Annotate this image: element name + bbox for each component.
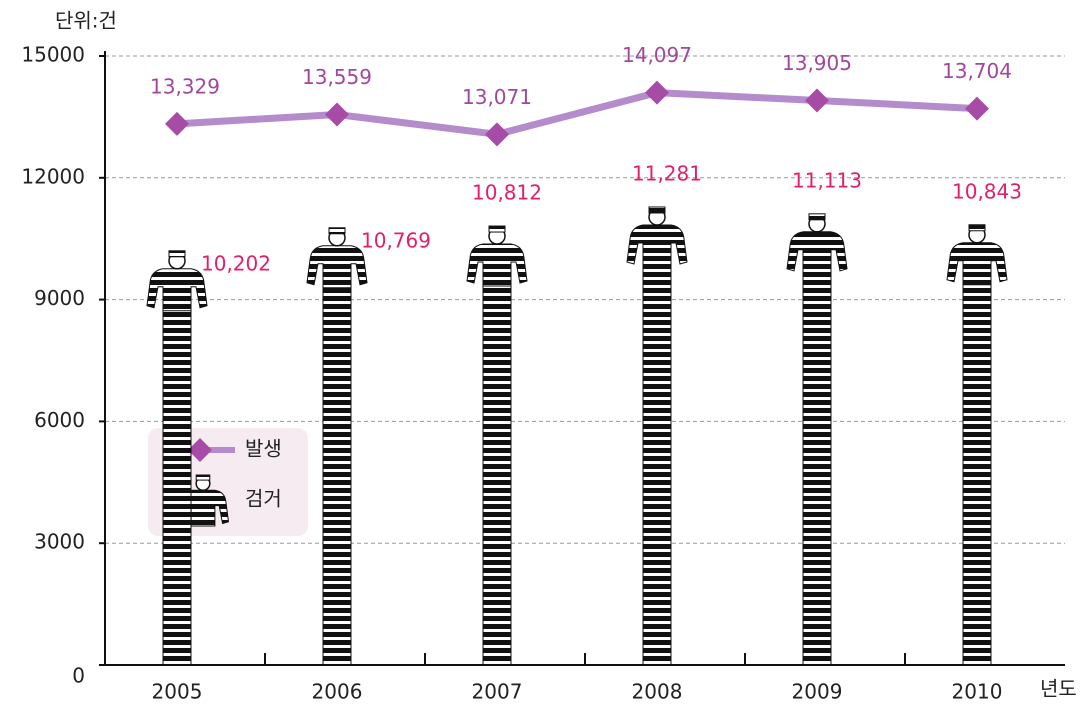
data-label: 11,113 bbox=[792, 168, 862, 192]
person-body bbox=[946, 242, 1008, 286]
person-cap bbox=[195, 474, 211, 481]
x-tick-label: 2008 bbox=[632, 680, 683, 704]
marker bbox=[325, 102, 349, 127]
person-cap bbox=[488, 225, 506, 233]
marker bbox=[805, 88, 829, 113]
data-label: 10,812 bbox=[472, 181, 542, 205]
legend-label: 검거 bbox=[245, 487, 282, 511]
data-label: 13,071 bbox=[462, 85, 532, 109]
legend-marker bbox=[188, 438, 212, 462]
y-axis-label: 단위:건 bbox=[55, 9, 117, 33]
marker bbox=[485, 122, 509, 147]
y-tick-label: 6000 bbox=[34, 408, 85, 432]
x-tick-label: 2006 bbox=[312, 680, 363, 704]
x-tick-label: 2007 bbox=[472, 680, 523, 704]
bar bbox=[482, 245, 512, 666]
legend-label: 발생 bbox=[245, 437, 282, 461]
data-label: 11,281 bbox=[632, 161, 702, 185]
person-body bbox=[306, 245, 368, 289]
x-tick-label: 2010 bbox=[952, 680, 1003, 704]
bar bbox=[162, 270, 192, 666]
data-label: 13,559 bbox=[302, 65, 372, 89]
marker bbox=[645, 80, 669, 105]
y-tick-label: 15000 bbox=[21, 43, 85, 67]
data-label: 10,843 bbox=[952, 179, 1022, 203]
data-label: 13,329 bbox=[150, 74, 220, 98]
person-cap bbox=[968, 224, 986, 232]
x-tick-label: 2005 bbox=[152, 680, 203, 704]
y-tick-label: 12000 bbox=[21, 164, 85, 188]
data-label: 13,704 bbox=[942, 59, 1012, 83]
marker bbox=[965, 96, 989, 121]
data-label: 14,097 bbox=[622, 43, 692, 67]
x-axis-label: 년도 bbox=[1040, 677, 1077, 701]
bar bbox=[802, 233, 832, 666]
person-cap bbox=[808, 213, 826, 221]
person-cap bbox=[648, 206, 666, 214]
bar bbox=[322, 247, 352, 666]
y-tick-label: 3000 bbox=[34, 530, 85, 554]
y-tick-label: 0 bbox=[72, 664, 85, 688]
person-body bbox=[146, 268, 208, 312]
line bbox=[176, 89, 978, 138]
marker bbox=[165, 111, 189, 136]
person-body bbox=[466, 243, 528, 287]
data-label: 10,202 bbox=[201, 251, 271, 275]
person-body bbox=[626, 224, 688, 268]
data-label: 10,769 bbox=[361, 228, 431, 252]
person-cap bbox=[168, 250, 186, 258]
person-cap bbox=[328, 227, 346, 235]
bar bbox=[962, 244, 992, 666]
person-body bbox=[786, 231, 848, 275]
y-tick-label: 9000 bbox=[34, 286, 85, 310]
x-tick-label: 2009 bbox=[792, 680, 843, 704]
bar bbox=[642, 226, 672, 666]
data-label: 13,905 bbox=[782, 51, 852, 75]
